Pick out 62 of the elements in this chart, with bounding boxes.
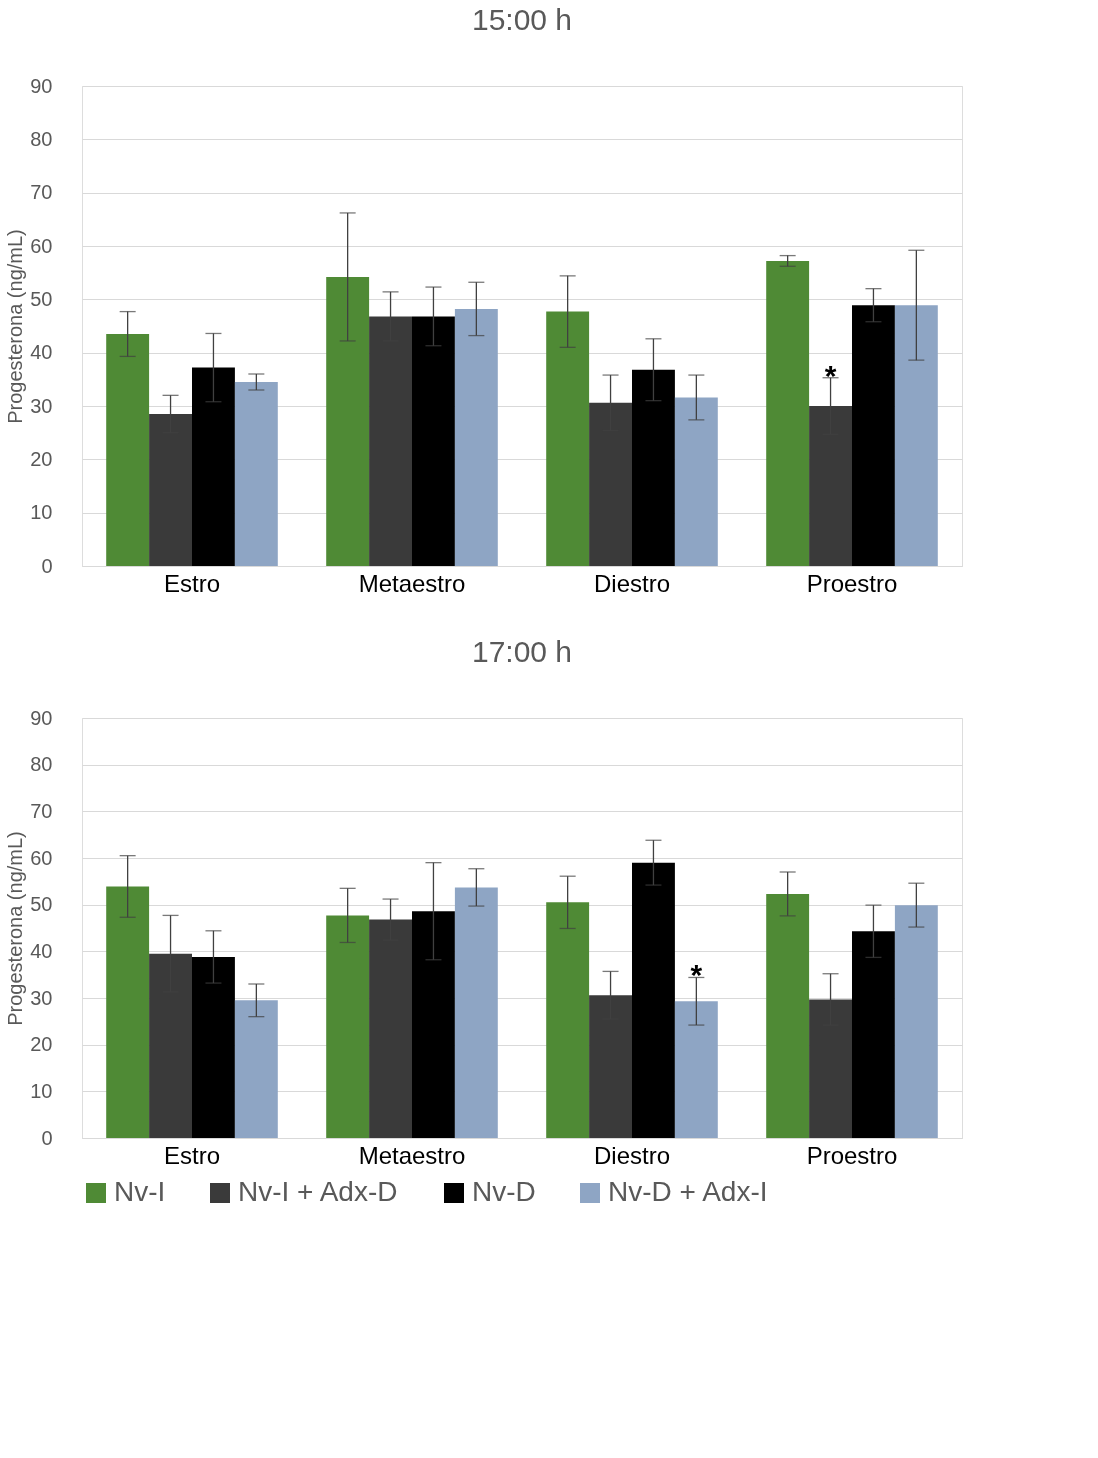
y-tick-label: 10	[30, 501, 53, 524]
legend-label: Nv-I + Adx-D	[238, 1176, 398, 1207]
y-tick-label: 90	[30, 706, 53, 729]
x-tick-label: Diestro	[593, 569, 671, 597]
y-tick-label: 60	[30, 846, 53, 869]
y-tick-label: 10	[30, 1079, 53, 1102]
bar	[546, 902, 590, 1138]
y-tick-label: 20	[30, 447, 53, 470]
bar	[674, 397, 718, 566]
legend-label: Nv-D + Adx-I	[608, 1176, 768, 1207]
x-tick-label: Metaestro	[358, 1141, 466, 1169]
bar	[766, 260, 810, 566]
y-tick-label: 70	[30, 181, 53, 204]
bar	[192, 367, 235, 566]
bar	[632, 862, 675, 1138]
y-tick-label: 30	[30, 394, 53, 417]
y-axis-title: Progesterona (ng/mL)	[4, 229, 27, 424]
bar	[632, 369, 675, 566]
bar	[106, 334, 150, 566]
bar	[852, 931, 895, 1138]
bar	[454, 308, 498, 566]
y-tick-label: 40	[30, 939, 53, 962]
x-tick-label: Estro	[163, 1141, 221, 1169]
bar	[412, 316, 455, 566]
bar	[674, 1001, 718, 1138]
x-tick-label: Proestro	[806, 1141, 898, 1169]
bar	[894, 905, 938, 1138]
y-tick-label: 80	[30, 127, 53, 150]
y-tick-label: 80	[30, 753, 53, 776]
bar	[894, 305, 938, 566]
bar	[326, 915, 370, 1138]
bar	[192, 956, 235, 1138]
y-tick-label: 40	[30, 341, 53, 364]
x-tick-label: Diestro	[593, 1141, 671, 1169]
y-tick-label: 0	[41, 1126, 53, 1149]
bar	[766, 893, 810, 1138]
y-tick-label: 60	[30, 234, 53, 257]
y-tick-label: 30	[30, 986, 53, 1009]
x-tick-label: Metaestro	[358, 569, 466, 597]
y-tick-label: 90	[30, 74, 53, 97]
bar	[454, 887, 498, 1138]
y-tick-label: 20	[30, 1033, 53, 1056]
y-axis-title: Progesterona (ng/mL)	[4, 831, 27, 1026]
y-tick-label: 50	[30, 893, 53, 916]
x-tick-label: Estro	[163, 569, 221, 597]
bar	[412, 911, 455, 1138]
bar	[852, 305, 895, 566]
y-tick-label: 70	[30, 799, 53, 822]
bar	[234, 382, 278, 566]
y-tick-label: 0	[41, 554, 53, 577]
bar	[326, 276, 370, 566]
annotation: *	[824, 358, 837, 392]
legend-label: Nv-D	[472, 1176, 536, 1207]
legend-label: Nv-I	[114, 1176, 166, 1207]
bar	[546, 311, 590, 566]
y-tick-label: 50	[30, 287, 53, 310]
bar	[106, 886, 150, 1138]
chart-title: 17:00 h	[471, 635, 573, 668]
chart-title: 15:00 h	[471, 3, 573, 36]
x-tick-label: Proestro	[806, 569, 898, 597]
annotation: *	[690, 958, 703, 992]
bar	[234, 1000, 278, 1138]
